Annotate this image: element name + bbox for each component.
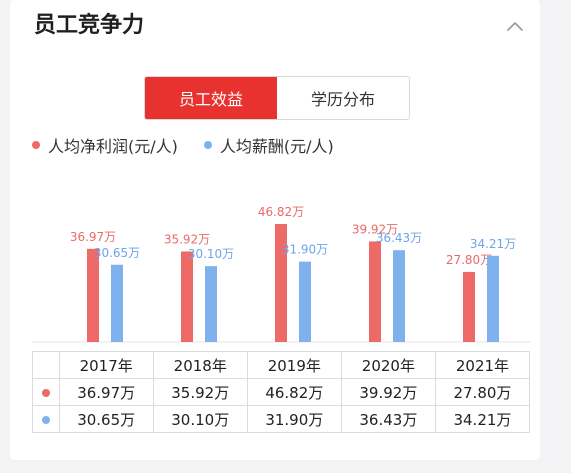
tab-employee-benefit[interactable]: 员工效益 xyxy=(145,77,277,119)
data-label-profit: 36.97万 xyxy=(70,230,116,244)
table-year-cell: 2019年 xyxy=(246,351,342,379)
data-label-profit: 46.82万 xyxy=(258,205,304,219)
chevron-up-icon[interactable] xyxy=(504,16,526,38)
table-row-profit: 36.97万 35.92万 46.82万 39.92万 27.80万 xyxy=(32,378,531,406)
table-cell: 30.65万 xyxy=(58,405,154,433)
data-table: 2017年 2018年 2019年 2020年 2021年 36.97万 35.… xyxy=(32,351,531,433)
bar-profit[interactable] xyxy=(463,271,475,342)
table-year-cell: 2018年 xyxy=(152,351,248,379)
bar-profit[interactable] xyxy=(87,248,99,342)
employee-competitiveness-card: 员工竞争力 员工效益 学历分布 人均净利润(元/人) 人均薪酬(元/人) 36.… xyxy=(10,0,540,460)
legend-label-salary: 人均薪酬(元/人) xyxy=(219,137,334,156)
bar-profit[interactable] xyxy=(181,251,193,342)
profit-dot-icon xyxy=(41,389,50,397)
table-cell: 35.92万 xyxy=(152,378,248,406)
table-cell: 36.97万 xyxy=(58,378,154,406)
bar-salary[interactable] xyxy=(205,266,217,342)
table-cell: 39.92万 xyxy=(340,378,436,406)
table-marker-cell xyxy=(32,405,60,433)
table-year-cell: 2021年 xyxy=(434,351,531,379)
data-label-salary: 36.43万 xyxy=(376,231,422,245)
legend-dot-salary xyxy=(203,141,212,149)
table-cell: 36.43万 xyxy=(340,405,436,433)
data-label-profit: 35.92万 xyxy=(164,232,210,246)
legend-item-salary: 人均薪酬(元/人) xyxy=(203,133,334,157)
bar-salary[interactable] xyxy=(299,261,311,342)
bar-profit[interactable] xyxy=(275,224,287,342)
table-cell: 34.21万 xyxy=(434,405,531,433)
bar-salary[interactable] xyxy=(393,250,405,342)
card-title: 员工竞争力 xyxy=(34,13,145,38)
bar-salary[interactable] xyxy=(487,255,499,342)
data-label-salary: 30.65万 xyxy=(94,246,140,260)
table-marker-cell xyxy=(32,378,60,406)
table-year-cell: 2017年 xyxy=(58,351,154,379)
chart-legend: 人均净利润(元/人) 人均薪酬(元/人) xyxy=(32,134,334,156)
data-label-salary: 30.10万 xyxy=(188,247,234,261)
view-toggle: 员工效益 学历分布 xyxy=(144,76,410,120)
table-cell: 30.10万 xyxy=(152,405,248,433)
data-label-profit: 27.80万 xyxy=(446,253,492,267)
data-label-salary: 34.21万 xyxy=(470,237,516,251)
table-row-salary: 30.65万 30.10万 31.90万 36.43万 34.21万 xyxy=(32,405,531,433)
bar-profit[interactable] xyxy=(369,241,381,342)
data-label-profit: 39.92万 xyxy=(352,222,398,236)
card-header: 员工竞争力 xyxy=(10,0,540,56)
table-corner-cell xyxy=(32,351,60,379)
legend-item-profit: 人均净利润(元/人) xyxy=(32,133,178,157)
bar-salary[interactable] xyxy=(111,264,123,342)
legend-label-profit: 人均净利润(元/人) xyxy=(48,137,178,156)
table-cell: 27.80万 xyxy=(434,378,531,406)
tab-education-distribution[interactable]: 学历分布 xyxy=(310,90,375,109)
table-cell: 46.82万 xyxy=(246,378,342,406)
table-year-cell: 2020年 xyxy=(340,351,436,379)
data-label-salary: 31.90万 xyxy=(282,243,328,257)
table-cell: 31.90万 xyxy=(246,405,342,433)
salary-dot-icon xyxy=(41,416,50,424)
table-header-row: 2017年 2018年 2019年 2020年 2021年 xyxy=(32,351,531,379)
legend-dot-profit xyxy=(32,141,40,149)
